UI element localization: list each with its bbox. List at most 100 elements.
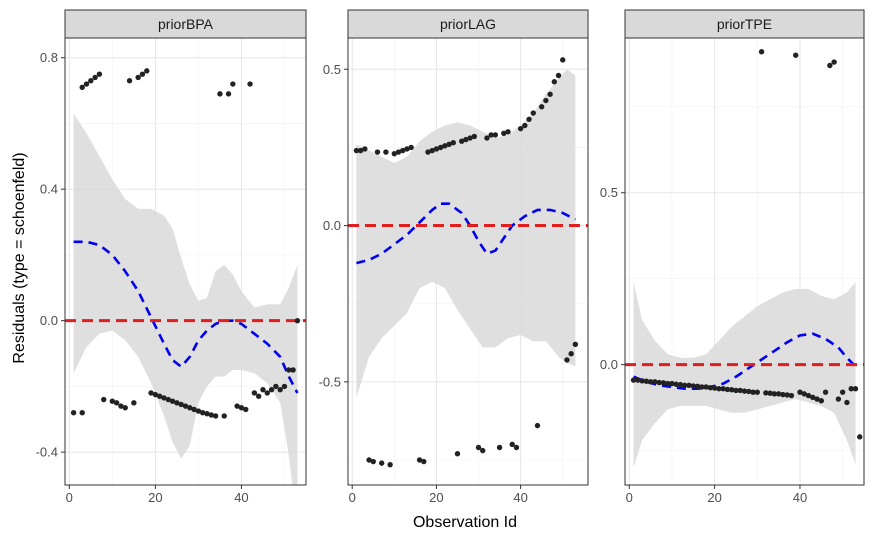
data-point (191, 406, 197, 413)
data-point (277, 386, 283, 393)
data-point (169, 398, 176, 404)
data-point (408, 144, 414, 151)
y-tick-label: 0.5 (323, 62, 341, 77)
data-point (682, 382, 688, 388)
data-point (501, 130, 507, 137)
data-point (273, 383, 279, 390)
data-point (217, 91, 223, 97)
confidence-band (633, 282, 856, 468)
data-point (538, 104, 545, 110)
panel-background (625, 38, 864, 485)
data-point (286, 367, 292, 373)
data-point (673, 381, 679, 387)
data-point (509, 441, 515, 448)
data-point (664, 380, 671, 387)
panel-border (624, 37, 865, 486)
data-point (480, 447, 486, 454)
data-point (79, 409, 85, 416)
y-tick-label: 0.0 (600, 357, 618, 372)
data-point (771, 391, 778, 397)
data-point (793, 52, 799, 58)
data-point (522, 122, 528, 129)
data-point (243, 406, 249, 413)
data-point (454, 451, 461, 457)
data-point (572, 341, 579, 348)
panel-priorTPE: priorTPE 0 20 40 0.0 0.5 (600, 9, 865, 505)
strip-background (64, 9, 307, 39)
data-point (699, 384, 705, 390)
data-point (690, 383, 696, 389)
panels: priorBPA 0 20 40 -0.4 0.0 0.4 0.8 priorLAG 0 20 40 -… (36, 9, 865, 505)
data-point (122, 405, 128, 411)
data-point (251, 390, 258, 396)
data-point (831, 59, 837, 65)
data-point (784, 392, 790, 398)
data-point (458, 138, 465, 144)
data-point (805, 392, 812, 399)
data-point (200, 409, 206, 416)
data-point (395, 149, 402, 155)
data-point (221, 413, 227, 419)
data-point (437, 144, 444, 151)
x-tick-label: 40 (234, 490, 248, 505)
data-point (720, 386, 726, 392)
confidence-band (356, 69, 576, 398)
data-point (268, 386, 275, 393)
data-point (182, 403, 189, 409)
data-point (724, 386, 731, 393)
data-point (733, 387, 739, 394)
y-tick-label: -0.4 (36, 445, 58, 460)
data-point (669, 380, 675, 387)
data-point (711, 385, 718, 391)
data-point (814, 396, 820, 402)
data-point (230, 81, 236, 87)
data-point (643, 378, 650, 384)
data-point (416, 457, 423, 463)
data-point (370, 458, 376, 465)
data-point (404, 146, 410, 152)
data-point (195, 408, 202, 414)
data-point (383, 149, 389, 155)
x-axis-title: Observation Id (413, 514, 517, 531)
data-point (505, 129, 511, 135)
data-point (852, 386, 859, 392)
data-point (433, 146, 440, 152)
x-tick-label: 20 (148, 490, 162, 505)
data-point (551, 79, 558, 85)
x-tick-label: 0 (349, 490, 356, 505)
data-point (547, 91, 553, 97)
data-point (357, 147, 364, 154)
data-point (234, 403, 240, 409)
data-point (844, 399, 850, 406)
data-point (797, 389, 803, 395)
data-point (801, 391, 807, 397)
strip-background (624, 9, 865, 39)
data-point (139, 71, 146, 77)
data-point (517, 125, 524, 132)
data-point (647, 379, 654, 385)
data-point (835, 396, 842, 402)
smooth-line (633, 332, 857, 390)
data-point (109, 398, 116, 404)
data-point (496, 444, 503, 451)
data-point (818, 398, 825, 404)
data-point (564, 357, 570, 363)
data-point (767, 390, 773, 396)
data-point (225, 91, 232, 97)
data-point (686, 382, 692, 388)
plot-area (348, 57, 588, 468)
confidence-band (73, 113, 298, 485)
y-tick-label: 0.0 (40, 313, 58, 328)
data-point (560, 57, 566, 63)
data-point (630, 377, 637, 383)
data-point (83, 81, 90, 87)
data-point (144, 68, 150, 74)
data-point (758, 49, 765, 55)
data-point (70, 409, 77, 416)
data-point (746, 388, 752, 395)
data-point (391, 150, 398, 157)
y-tick-label: 0.5 (600, 185, 618, 200)
data-point (788, 392, 795, 399)
data-point (750, 389, 756, 395)
strip-label: priorTPE (717, 16, 772, 32)
